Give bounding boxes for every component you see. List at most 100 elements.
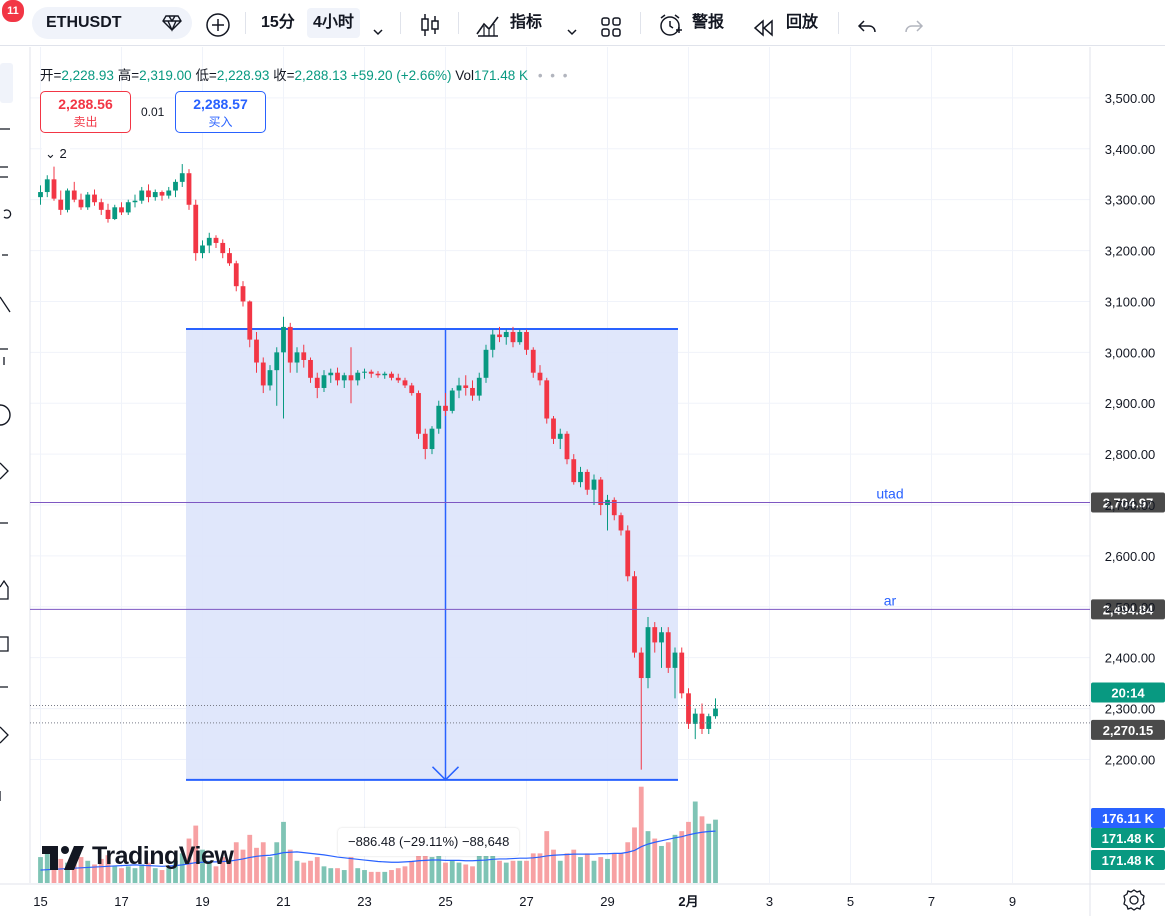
- indicator-collapse-toggle[interactable]: ⌄ 2: [42, 146, 70, 162]
- volume-badge-text: 171.48 K: [1102, 831, 1155, 846]
- price-badge: [1091, 682, 1165, 703]
- buy-button[interactable]: 2,288.57 买入: [175, 91, 266, 133]
- volume-bar: [665, 842, 671, 883]
- candle-body: [665, 632, 671, 668]
- volume-bar: [476, 853, 482, 883]
- ohlc-legend: 开=2,228.93 高=2,319.00 低=2,228.93 收=2,288…: [40, 64, 570, 84]
- volume-badge-text: 171.48 K: [1102, 853, 1155, 868]
- undo-icon[interactable]: [856, 13, 878, 43]
- x-tick-label: 9: [1009, 894, 1016, 909]
- candle-body: [125, 202, 131, 213]
- drawing-tools-icons[interactable]: [0, 47, 24, 916]
- volume-bar: [254, 847, 259, 883]
- measure-range-area: [186, 328, 678, 780]
- volume-bar: [200, 849, 205, 883]
- sell-label: 卖出: [73, 115, 98, 129]
- indicators-icon[interactable]: [475, 10, 501, 40]
- candle-body: [497, 334, 502, 338]
- candle-body: [105, 209, 111, 220]
- sell-button[interactable]: 2,288.56 卖出: [40, 91, 131, 133]
- chevron-down-icon[interactable]: [372, 17, 384, 47]
- candle-body: [348, 375, 354, 381]
- candle-body: [132, 200, 138, 203]
- alerts-button[interactable]: 警报: [692, 14, 725, 31]
- candle-body: [112, 207, 118, 220]
- candles: [38, 164, 718, 770]
- volume-bar: [443, 862, 448, 883]
- candle-body: [578, 471, 583, 483]
- volume-bar: [571, 849, 577, 883]
- volume-bar: [591, 860, 597, 883]
- low-value: 2,228.93: [216, 68, 270, 83]
- hline-price-badge: [1091, 492, 1165, 513]
- volume-badge: [1091, 808, 1165, 828]
- volume-bar: [362, 870, 367, 883]
- x-tick-label: 21: [276, 894, 290, 909]
- candle-body: [58, 199, 64, 210]
- volume-bar: [368, 871, 374, 883]
- chevron-down-icon[interactable]: [566, 17, 578, 47]
- candle-body: [44, 179, 50, 193]
- timeframe-15m-button[interactable]: 15分: [261, 14, 295, 31]
- candle-body: [638, 652, 644, 679]
- indicators-button[interactable]: 指标: [510, 14, 543, 31]
- symbol-search[interactable]: ETHUSDT: [32, 7, 192, 39]
- candle-body: [328, 372, 334, 376]
- hline-price-text: 2,494.84: [1103, 602, 1154, 617]
- add-symbol-icon[interactable]: [205, 10, 231, 40]
- candle-body: [645, 627, 651, 679]
- candle-body: [517, 331, 523, 343]
- candle-body: [659, 632, 664, 643]
- y-tick-label: 2,800.00: [1105, 447, 1156, 462]
- x-tick-label: 23: [357, 894, 371, 909]
- volume-bar: [159, 870, 165, 883]
- volume-bar: [348, 857, 354, 883]
- diamond-icon[interactable]: [162, 14, 182, 32]
- candle-body: [260, 362, 266, 386]
- volume-bar: [436, 855, 442, 883]
- volume-bar: [402, 866, 408, 883]
- axes: 2,200.00 2,300.00 2,400.00 2,500.00 2,600.00…: [33, 91, 1155, 909]
- notification-badge[interactable]: 11: [1, 0, 25, 23]
- tradingview-logo: TradingView: [40, 840, 234, 874]
- candle-body: [321, 375, 327, 388]
- volume-bar: [44, 847, 50, 883]
- x-tick-label: 5: [847, 894, 854, 909]
- volume-bar: [260, 842, 266, 883]
- candle-body: [227, 253, 232, 264]
- replay-button[interactable]: 回放: [786, 14, 819, 31]
- gear-icon[interactable]: [1123, 889, 1145, 911]
- replay-icon[interactable]: [752, 13, 776, 43]
- open-value: 2,228.93: [61, 68, 114, 83]
- candle-body: [213, 237, 219, 243]
- volume-bar: [119, 868, 124, 883]
- candles-icon[interactable]: [419, 10, 441, 40]
- y-tick-label: 2,600.00: [1105, 549, 1156, 564]
- volume-bar: [557, 860, 563, 883]
- collapse-count: 2: [59, 146, 67, 161]
- open-label: 开=: [40, 68, 62, 83]
- candle-body: [166, 190, 172, 196]
- candle-body: [382, 373, 388, 376]
- layout-grid-icon[interactable]: [600, 12, 622, 42]
- volume-bar: [294, 860, 300, 883]
- candle-body: [632, 576, 637, 653]
- volume-bar: [578, 857, 583, 883]
- volume-bar: [98, 858, 104, 883]
- alarm-clock-icon[interactable]: [657, 10, 683, 40]
- volume-bar: [85, 860, 91, 883]
- low-label: 低=: [195, 68, 217, 83]
- candle-body: [470, 387, 475, 396]
- more-dots-icon[interactable]: • • •: [537, 68, 570, 83]
- volume-bar: [328, 868, 334, 883]
- volume-ma-line: [40, 830, 716, 871]
- spread-value: 0.01: [141, 105, 165, 119]
- candle-body: [139, 190, 145, 201]
- horizontal-lines: utad 2,704.97 ar 2,494.84: [30, 485, 1165, 724]
- timeframe-4h-button[interactable]: 4小时: [307, 8, 360, 38]
- volume-bar: [355, 868, 361, 883]
- volume-bar: [227, 860, 232, 883]
- volume-bar: [301, 862, 307, 883]
- redo-icon[interactable]: [903, 13, 925, 43]
